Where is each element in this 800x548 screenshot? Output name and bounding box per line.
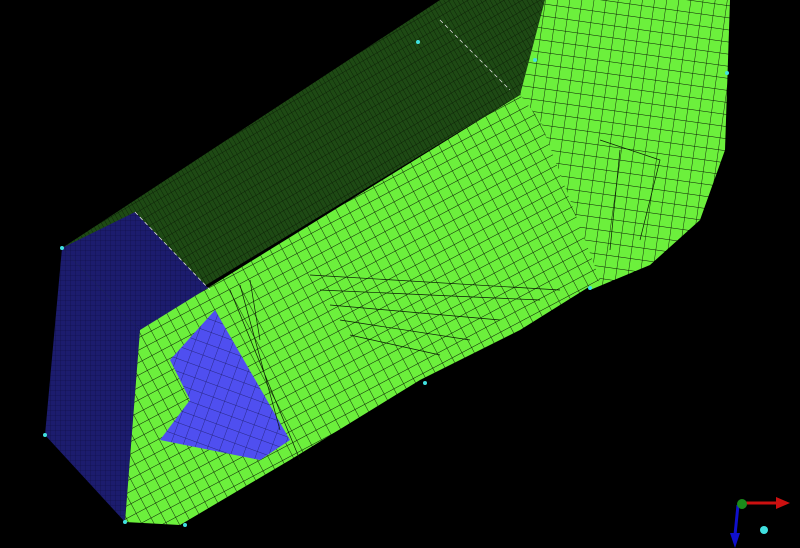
vertex-markers — [43, 40, 729, 527]
refined-mesh-region — [229, 139, 661, 461]
x-axis-arrowhead — [776, 497, 790, 509]
highlighted-patch[interactable] — [160, 310, 290, 460]
top-face-dark — [62, 0, 560, 330]
axis-triad — [730, 497, 790, 548]
y-axis-arrow — [733, 504, 740, 536]
end-top-strip — [62, 212, 210, 330]
feature-edge — [439, 19, 511, 91]
marker-sphere — [760, 526, 768, 534]
end-face-blue — [45, 248, 140, 522]
y-axis-arrowhead — [730, 533, 740, 548]
triad-origin — [737, 499, 747, 509]
